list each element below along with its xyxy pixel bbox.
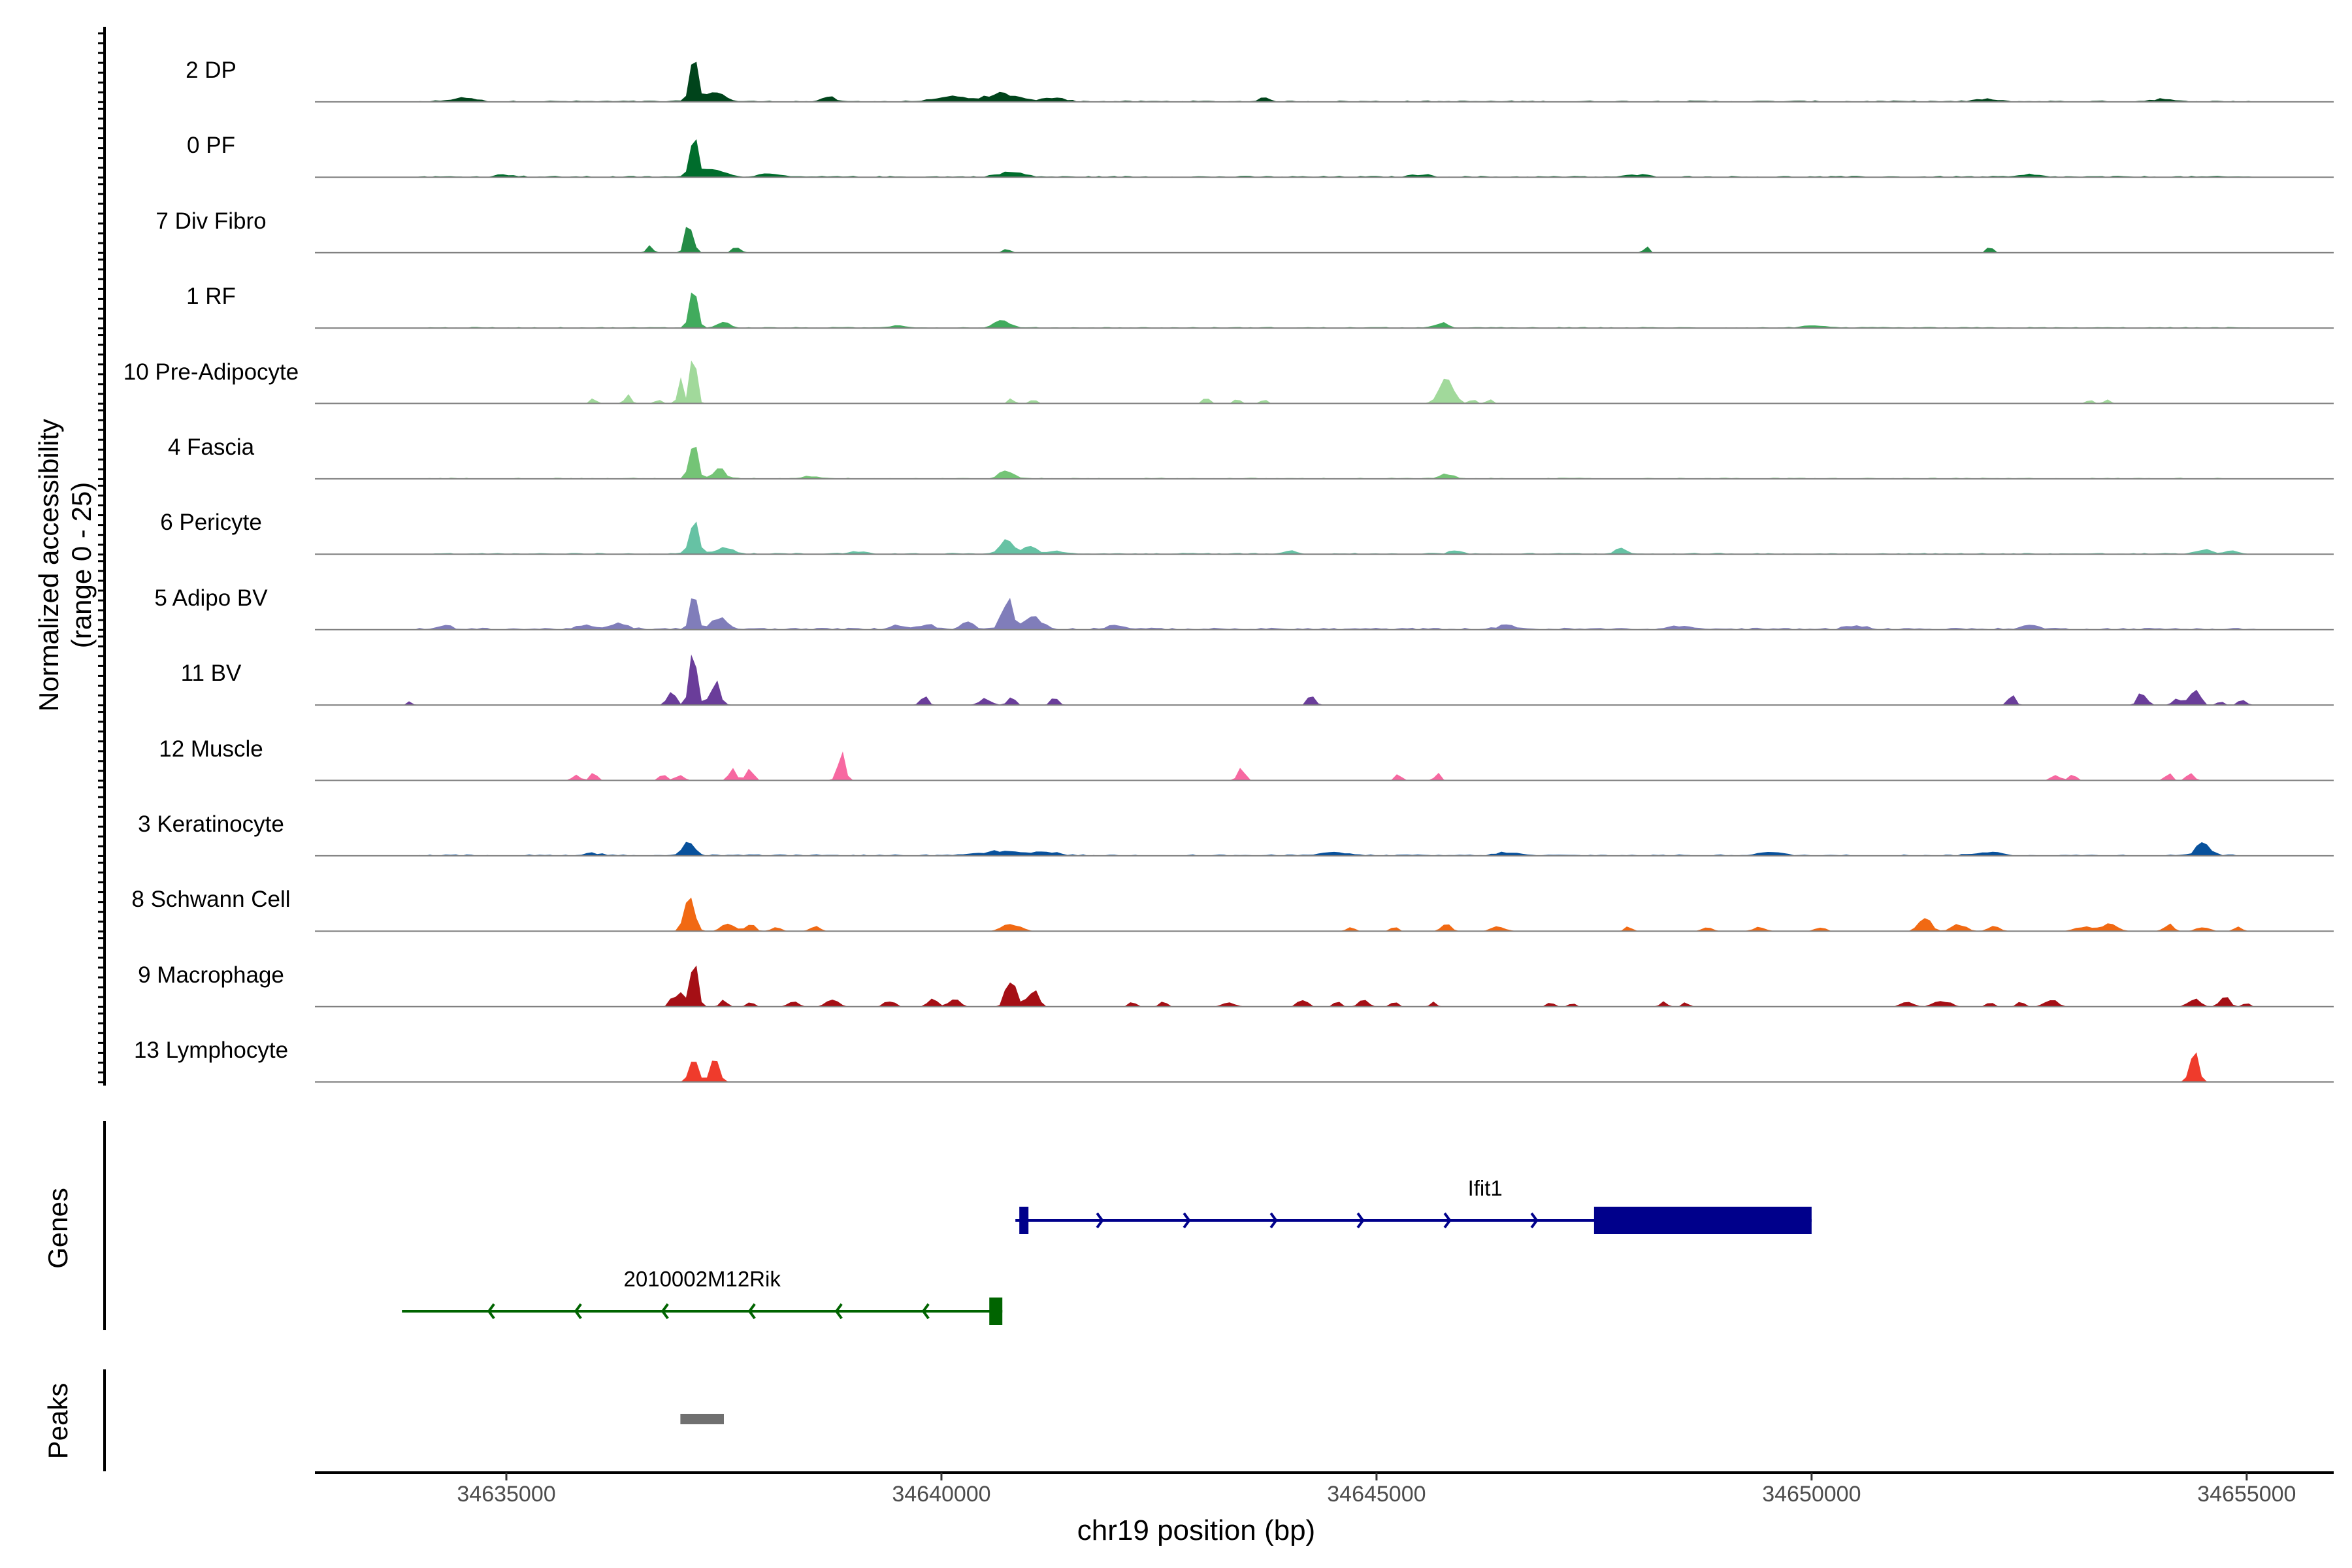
coverage-area xyxy=(315,521,2334,555)
gene-exon xyxy=(1593,1207,1812,1234)
track-label: 13 Lymphocyte xyxy=(133,1037,289,1064)
coverage-area xyxy=(315,897,2334,932)
coverage-area xyxy=(315,61,2334,102)
peak-region xyxy=(680,1414,724,1424)
strand-chevron xyxy=(1183,1212,1191,1229)
x-tick-label: 34640000 xyxy=(892,1482,991,1507)
track-label: 5 Adipo BV xyxy=(154,585,268,611)
coverage-area xyxy=(315,841,2334,856)
coverage-area xyxy=(315,1052,2334,1083)
strand-chevron xyxy=(1096,1212,1104,1229)
gene-label: 2010002M12Rik xyxy=(623,1267,781,1291)
gene-label: Ifit1 xyxy=(1467,1176,1503,1200)
coverage-area xyxy=(315,598,2334,630)
strand-chevron xyxy=(1356,1212,1365,1229)
coverage-area xyxy=(315,139,2334,178)
coverage-area xyxy=(315,227,2334,253)
strand-chevron xyxy=(834,1303,843,1320)
track-label: 12 Muscle xyxy=(159,736,263,762)
coverage-area xyxy=(315,965,2334,1007)
x-tick-label: 34635000 xyxy=(457,1482,556,1507)
x-tick-label: 34655000 xyxy=(2197,1482,2296,1507)
gene-exon xyxy=(1019,1207,1029,1234)
track-label: 0 PF xyxy=(187,133,235,159)
strand-chevron xyxy=(1443,1212,1452,1229)
strand-chevron xyxy=(1269,1212,1278,1229)
track-label: 9 Macrophage xyxy=(138,962,284,988)
track-label: 10 Pre-Adipocyte xyxy=(123,359,299,385)
x-tick-label: 34645000 xyxy=(1327,1482,1426,1507)
track-label: 7 Div Fibro xyxy=(155,208,267,234)
strand-chevron xyxy=(747,1303,756,1320)
coverage-area xyxy=(315,751,2334,781)
coverage-area xyxy=(315,292,2334,329)
strand-chevron xyxy=(574,1303,582,1320)
strand-chevron xyxy=(487,1303,495,1320)
coverage-area xyxy=(315,654,2334,706)
x-tick-label: 34650000 xyxy=(1762,1482,1861,1507)
coverage-area xyxy=(315,360,2334,404)
strand-chevron xyxy=(921,1303,930,1320)
track-label: 2 DP xyxy=(186,57,237,83)
track-label: 11 BV xyxy=(180,661,242,687)
track-label: 8 Schwann Cell xyxy=(131,887,291,913)
track-label: 3 Keratinocyte xyxy=(138,811,284,837)
gene-exon xyxy=(989,1298,1003,1325)
track-label: 1 RF xyxy=(186,284,236,310)
strand-chevron xyxy=(1530,1212,1539,1229)
track-label: 4 Fascia xyxy=(167,434,255,460)
x-axis-title: chr19 position (bp) xyxy=(1077,1514,1316,1546)
coverage-area xyxy=(315,446,2334,479)
strand-chevron xyxy=(661,1303,669,1320)
track-label: 6 Pericyte xyxy=(160,510,262,536)
